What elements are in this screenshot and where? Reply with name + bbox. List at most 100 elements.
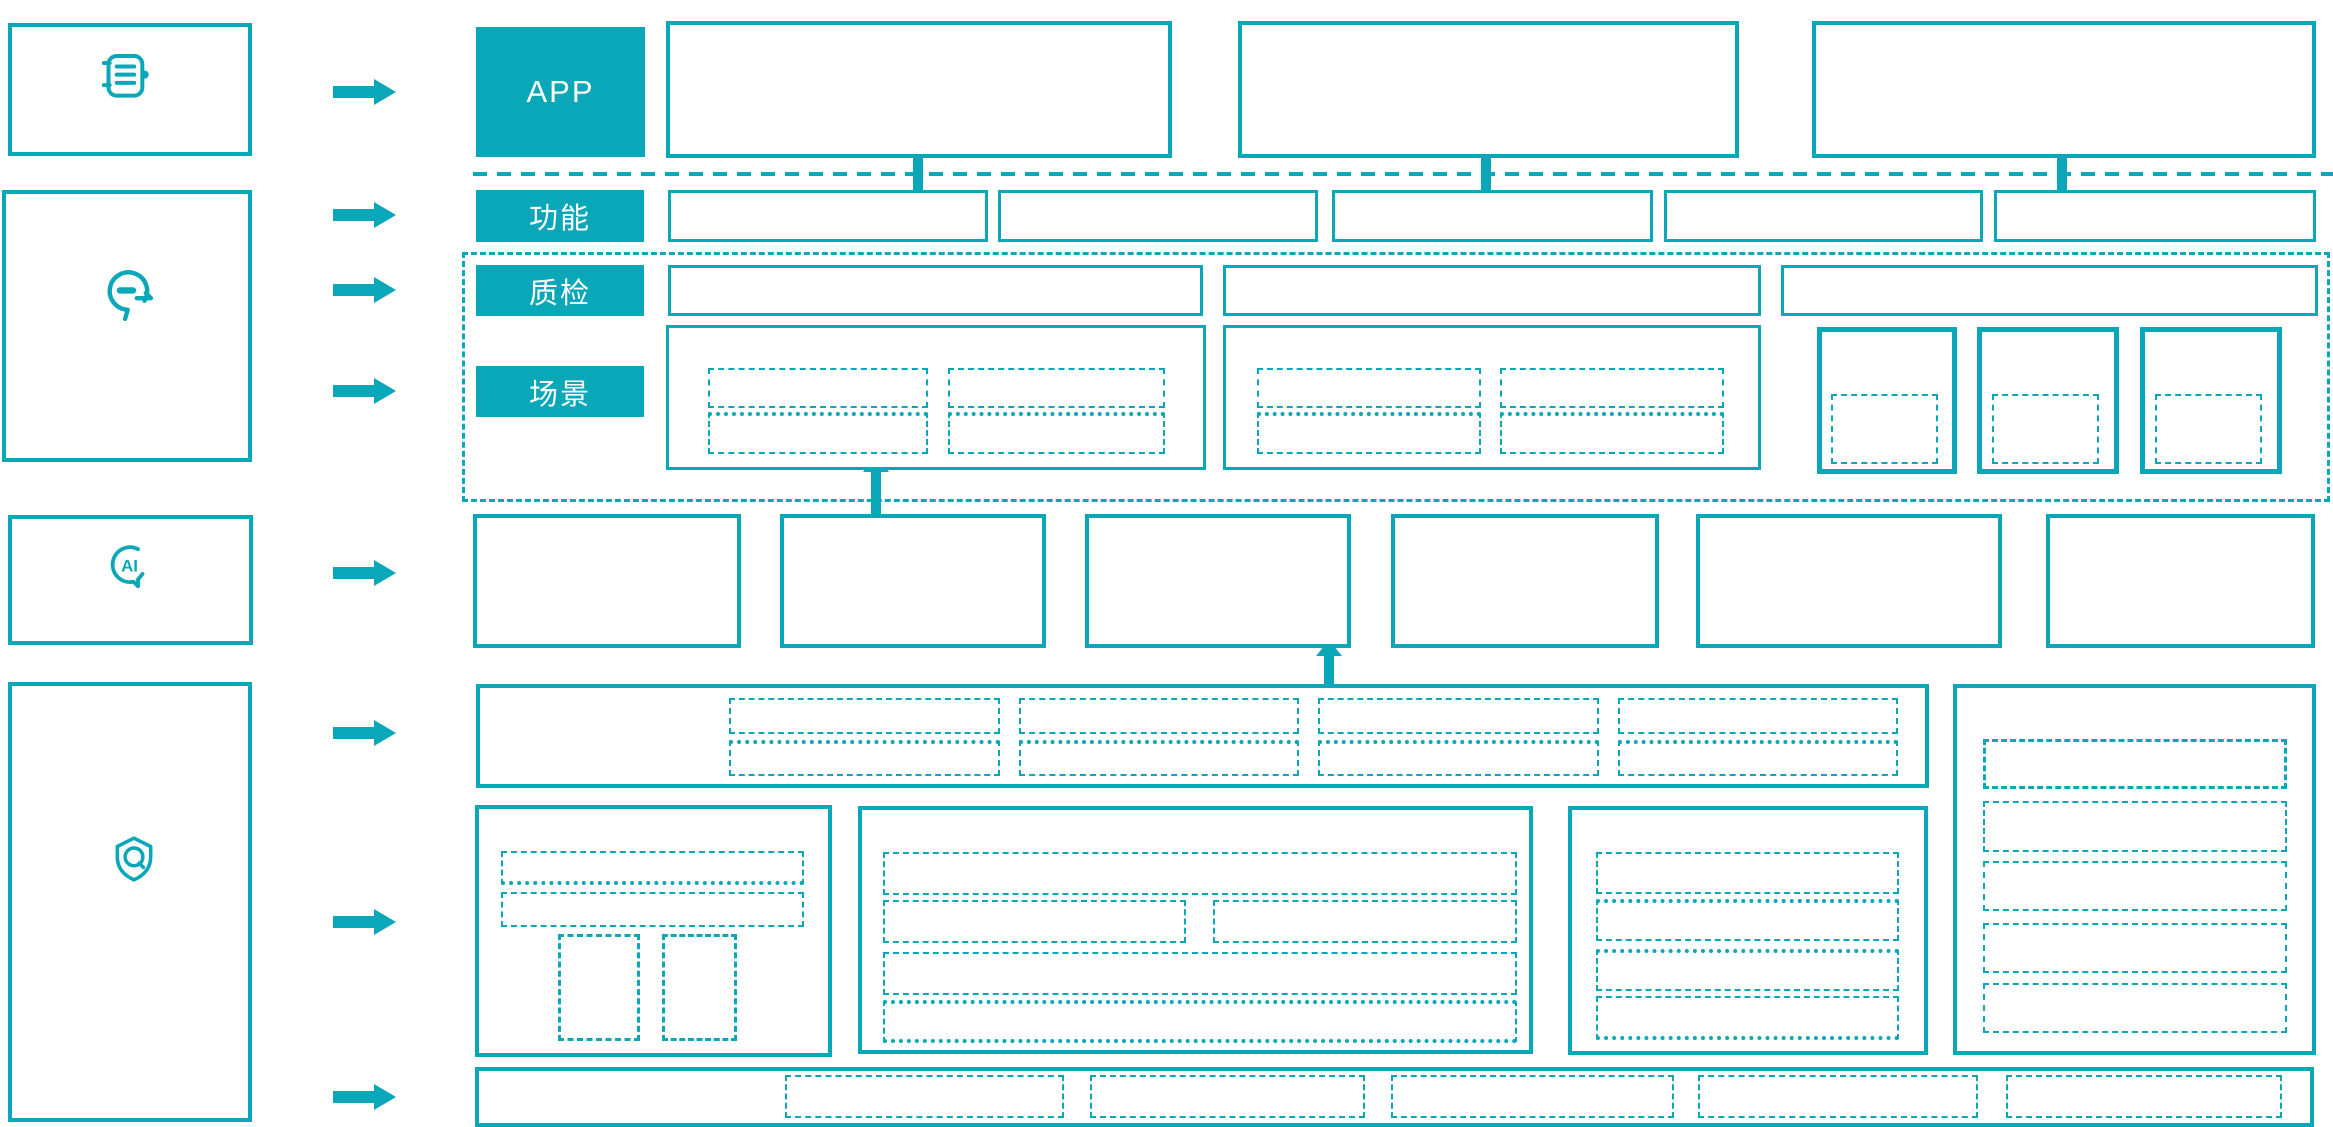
vertical-double-arrow-ai-capability bbox=[1316, 640, 1342, 714]
capability-cell-2-bottom bbox=[1019, 740, 1299, 776]
quality-box-2 bbox=[1223, 265, 1761, 316]
scene-group-box-2 bbox=[1223, 325, 1761, 470]
right-stack-cell-2 bbox=[1983, 801, 2287, 852]
quality-box-1 bbox=[668, 265, 1203, 316]
function-box-3 bbox=[1332, 190, 1653, 242]
scene-1-cell-bottom-right bbox=[948, 412, 1165, 454]
sidebar-box-quality-assurance bbox=[8, 682, 252, 1122]
function-box-5 bbox=[1994, 190, 2316, 242]
right-arrow-app bbox=[333, 79, 396, 105]
scene-1-cell-bottom-left bbox=[708, 412, 928, 454]
capability-cell-4-top bbox=[1618, 698, 1898, 734]
capability-cell-1-bottom bbox=[729, 740, 1000, 776]
infrastructure-cell-1 bbox=[785, 1075, 1064, 1118]
platform-middle-row-4 bbox=[883, 1000, 1517, 1043]
quality-label-chip: 质检 bbox=[476, 265, 644, 316]
scene-2-cell-top-right bbox=[1500, 368, 1724, 408]
platform-right-row-4 bbox=[1596, 996, 1899, 1040]
vertical-double-arrow-3 bbox=[2049, 136, 2075, 206]
right-arrow-function bbox=[333, 202, 396, 228]
app-label-chip: APP bbox=[476, 27, 645, 157]
right-stack-cell-3 bbox=[1983, 861, 2287, 911]
right-arrow-ai-models bbox=[333, 560, 396, 586]
scene-small-2-cell bbox=[1992, 394, 2099, 464]
scene-2-cell-bottom-left bbox=[1257, 412, 1481, 454]
scene-small-box-1 bbox=[1817, 327, 1957, 474]
sidebar-box-data-source bbox=[8, 23, 252, 156]
platform-box-middle bbox=[858, 806, 1533, 1054]
platform-box-right bbox=[1568, 806, 1928, 1055]
quality-box-3 bbox=[1781, 265, 2318, 316]
platform-middle-row-2-right bbox=[1213, 900, 1517, 943]
scene-2-cell-bottom-right bbox=[1500, 412, 1724, 454]
shield-quality-icon bbox=[115, 836, 153, 882]
right-stack-box bbox=[1953, 684, 2316, 1055]
app-row-box-3 bbox=[1812, 21, 2316, 158]
sidebar-box-ai-engine: AI bbox=[8, 515, 253, 645]
scene-label-text: 场景 bbox=[528, 378, 591, 411]
function-box-2 bbox=[998, 190, 1318, 242]
platform-middle-row-3 bbox=[883, 952, 1517, 995]
scene-1-cell-top-right bbox=[948, 368, 1165, 408]
ai-model-box-5 bbox=[1696, 514, 2002, 648]
app-label-text: APP bbox=[526, 74, 595, 109]
infrastructure-cell-2 bbox=[1090, 1075, 1365, 1118]
platform-middle-row-2-left bbox=[883, 900, 1186, 943]
function-box-1 bbox=[668, 190, 988, 242]
ai-model-box-2 bbox=[780, 514, 1046, 648]
quality-scene-dashed-group bbox=[462, 252, 2330, 502]
right-stack-cell-4 bbox=[1983, 923, 2287, 973]
right-arrow-scene bbox=[333, 378, 396, 404]
infrastructure-cell-4 bbox=[1698, 1075, 1978, 1118]
capability-row-box bbox=[476, 684, 1929, 788]
right-arrow-capability bbox=[333, 720, 396, 746]
function-label-text: 功能 bbox=[528, 203, 591, 235]
capability-cell-1-top bbox=[729, 698, 1000, 734]
app-row-box-2 bbox=[1238, 21, 1739, 158]
chat-bubble-icon bbox=[107, 270, 154, 322]
platform-left-small-cell-1 bbox=[558, 934, 640, 1041]
platform-right-row-3 bbox=[1596, 949, 1899, 991]
vertical-double-arrow-1 bbox=[905, 136, 931, 206]
ai-model-box-4 bbox=[1391, 514, 1659, 648]
scene-group-box-1 bbox=[666, 325, 1206, 470]
scene-label-chip: 场景 bbox=[476, 366, 644, 417]
scene-small-3-cell bbox=[2155, 394, 2262, 464]
platform-right-row-2 bbox=[1596, 899, 1899, 941]
platform-left-row-1 bbox=[501, 851, 804, 885]
sidebar-box-dialog-source bbox=[2, 190, 252, 462]
scene-1-cell-top-left bbox=[708, 368, 928, 408]
ai-head-text: AI bbox=[121, 557, 138, 576]
ai-head-icon: AI bbox=[110, 545, 145, 589]
infrastructure-cell-5 bbox=[2006, 1075, 2282, 1118]
right-stack-cell-1 bbox=[1983, 739, 2287, 789]
app-row-box-1 bbox=[666, 21, 1172, 158]
scene-small-box-2 bbox=[1977, 327, 2119, 474]
infrastructure-cell-3 bbox=[1391, 1075, 1674, 1118]
scene-small-box-3 bbox=[2140, 327, 2282, 474]
capability-cell-2-top bbox=[1019, 698, 1299, 734]
database-icon bbox=[101, 54, 149, 98]
capability-cell-3-bottom bbox=[1318, 740, 1599, 776]
ai-model-box-6 bbox=[2046, 514, 2315, 648]
platform-box-left bbox=[475, 805, 832, 1057]
vertical-double-arrow-2 bbox=[1473, 136, 1499, 206]
platform-middle-row-1 bbox=[883, 852, 1517, 895]
function-label-chip: 功能 bbox=[476, 190, 644, 242]
scene-small-1-cell bbox=[1831, 394, 1938, 464]
quality-label-text: 质检 bbox=[528, 277, 591, 310]
platform-left-row-2 bbox=[501, 892, 804, 927]
vertical-double-arrow-scene-ai bbox=[863, 456, 889, 530]
platform-right-row-1 bbox=[1596, 852, 1899, 894]
function-box-4 bbox=[1664, 190, 1983, 242]
right-arrow-quality bbox=[333, 277, 396, 303]
platform-left-small-cell-2 bbox=[662, 934, 737, 1041]
right-arrow-platform bbox=[333, 909, 396, 935]
ai-model-box-1 bbox=[473, 514, 741, 648]
capability-cell-4-bottom bbox=[1618, 740, 1898, 776]
dashed-separator-line bbox=[473, 172, 2333, 176]
scene-2-cell-top-left bbox=[1257, 368, 1481, 408]
right-stack-cell-5 bbox=[1983, 983, 2287, 1033]
right-arrow-infrastructure bbox=[333, 1084, 396, 1110]
